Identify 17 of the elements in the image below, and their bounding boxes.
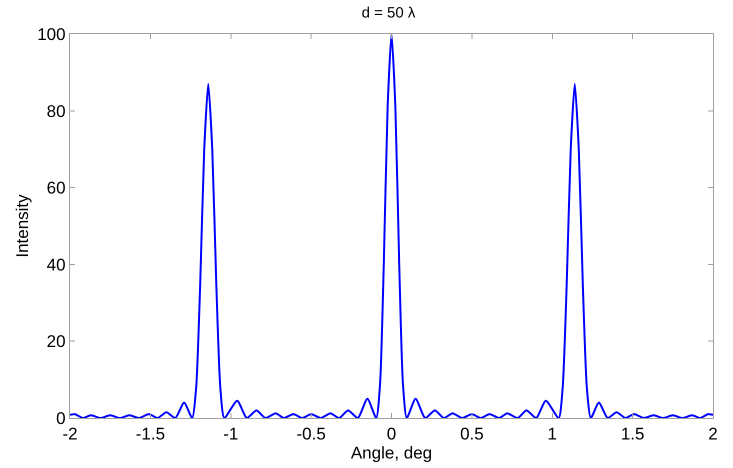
x-tick-label: -0.5 — [296, 424, 326, 444]
y-tick-label: 40 — [46, 255, 66, 274]
x-tick-label: -1.5 — [136, 424, 166, 444]
x-tick-label: 1.5 — [620, 424, 644, 444]
y-axis-title: Intensity — [12, 194, 32, 258]
y-tick-label: 20 — [46, 332, 66, 352]
y-tick-label: 100 — [37, 24, 66, 44]
x-tick-label: -1 — [223, 424, 238, 444]
x-tick-label: 2 — [708, 424, 718, 444]
x-axis-title: Angle, deg — [350, 443, 432, 462]
line-series — [70, 34, 713, 418]
y-tick-label: 80 — [46, 102, 66, 121]
y-tick-label: 60 — [46, 178, 66, 198]
chart-title: d = 50 λ — [362, 4, 416, 22]
x-tick-label: 0.5 — [460, 424, 484, 444]
x-tick-label: 0 — [386, 424, 396, 444]
x-tick-label: 1 — [548, 424, 557, 444]
